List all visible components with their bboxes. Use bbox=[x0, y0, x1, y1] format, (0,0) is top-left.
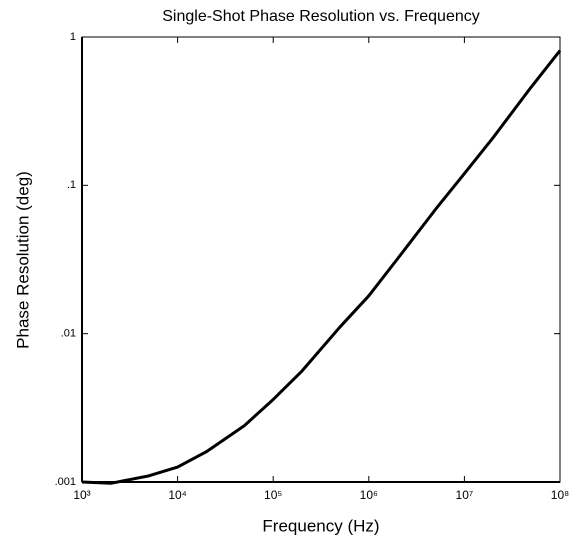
data-line bbox=[81, 49, 562, 485]
x-tick-label: 10⁷ bbox=[456, 488, 474, 502]
chart-title: Single-Shot Phase Resolution vs. Frequen… bbox=[162, 8, 480, 25]
x-tick-label: 10³ bbox=[73, 488, 90, 502]
y-tick-label: 1 bbox=[70, 31, 76, 43]
x-tick-label: 10⁶ bbox=[360, 488, 378, 502]
x-tick-label: 10⁴ bbox=[168, 488, 187, 502]
plot-frame bbox=[81, 36, 561, 483]
y-tick-label: .01 bbox=[61, 328, 76, 340]
x-tick-label: 10⁸ bbox=[551, 488, 569, 502]
y-tick-label: .001 bbox=[55, 476, 76, 488]
y-tick-label: .1 bbox=[67, 179, 76, 191]
x-axis-label: Frequency (Hz) bbox=[262, 516, 379, 535]
x-tick-label: 10⁵ bbox=[264, 488, 282, 502]
y-axis-label: Phase Resolution (deg) bbox=[13, 171, 32, 349]
